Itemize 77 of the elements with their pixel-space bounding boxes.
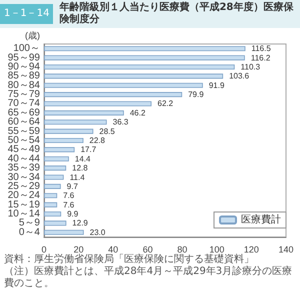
y-tick-label: 100～: [13, 43, 40, 54]
data-label: 12.8: [72, 164, 88, 173]
x-tick-label: 60: [142, 244, 153, 254]
y-tick-label: 80～84: [8, 80, 40, 91]
y-tick-label: 70～74: [8, 98, 40, 110]
bar: [44, 220, 66, 226]
y-tick-label: 40～44: [8, 153, 40, 164]
data-label: 116.5: [251, 44, 272, 54]
chart-title: 年齢階級別１人当たり医療費（平成28年度）医療保険制度分: [58, 2, 294, 26]
data-label: 23.0: [90, 228, 106, 237]
data-label: 103.6: [229, 72, 250, 81]
data-label: 36.3: [112, 118, 129, 127]
x-tick-label: 40: [108, 244, 118, 254]
y-tick-label: 20～24: [8, 190, 40, 202]
data-label: 28.5: [99, 126, 116, 136]
y-tick-label: 5～9: [18, 218, 40, 229]
data-label: 110.3: [240, 62, 261, 72]
data-label: 11.4: [70, 172, 86, 182]
y-tick-label: 25～29: [8, 180, 40, 192]
x-tick-label: 100: [209, 244, 224, 254]
y-tick-label: 15～19: [8, 199, 40, 210]
data-label: 62.2: [158, 99, 174, 108]
bar: [44, 82, 203, 88]
bar: [44, 174, 64, 180]
y-tick-label: 50～54: [8, 135, 40, 146]
data-label: 116.2: [250, 53, 271, 62]
data-label: 17.7: [80, 145, 97, 154]
bar: [44, 230, 84, 235]
x-tick-label: 120: [244, 244, 259, 254]
bar: [44, 138, 84, 144]
y-tick-label: 75～79: [8, 89, 40, 100]
text: 資料：厚生労働省保険局「医療保険に関する基礎資料」: [4, 254, 255, 266]
bar: [44, 211, 62, 217]
bar: [44, 55, 245, 60]
data-label: 12.9: [72, 218, 88, 228]
bar: [44, 110, 124, 116]
bar: [44, 101, 152, 106]
y-tick-label: 90～94: [8, 61, 40, 72]
y-tick-label: 85～89: [8, 70, 40, 82]
bar: [44, 184, 61, 189]
y-tick-label: 95～99: [8, 52, 40, 64]
text: 1－1－14: [0, 4, 54, 24]
data-label: 91.9: [208, 80, 225, 90]
data-label: 7.6: [63, 191, 75, 200]
x-tick-label: 20: [74, 244, 84, 254]
bar: [44, 147, 75, 152]
y-tick-label: 10～14: [8, 208, 40, 220]
y-tick-label: 65～69: [8, 107, 40, 118]
bar: [44, 166, 66, 171]
data-label: 7.6: [63, 200, 75, 210]
y-tick-label: 0～4: [18, 226, 40, 238]
x-tick-label: 80: [177, 244, 188, 254]
data-label: 46.2: [130, 108, 146, 118]
data-label: 9.9: [67, 210, 79, 219]
data-label: 14.4: [74, 154, 92, 164]
data-label: 9.7: [66, 182, 78, 191]
text: （注）医療費計とは、平成28年4月～平成29年3月診療分の医療費のこと。: [4, 266, 294, 290]
bar: [44, 74, 224, 79]
x-tick-label: 140: [278, 244, 294, 254]
y-axis-title: (歳): [25, 30, 40, 40]
bar: [44, 120, 107, 125]
bar: [44, 92, 182, 98]
y-tick-label: 60～64: [8, 116, 40, 128]
bar: [44, 193, 58, 198]
y-tick-label: 55～59: [8, 126, 40, 137]
data-label: 22.8: [89, 136, 106, 145]
x-tick-label: 0: [41, 244, 47, 254]
y-tick-label: 35～39: [8, 162, 40, 174]
bar: [44, 64, 235, 70]
bar: [44, 46, 246, 52]
bar: [44, 202, 58, 208]
y-tick-label: 30～34: [8, 172, 40, 183]
data-label: 79.9: [188, 90, 204, 100]
bar: [44, 128, 94, 134]
bar: [44, 156, 69, 162]
legend-label: 医療費計: [241, 214, 281, 226]
y-tick-label: 45～49: [8, 144, 40, 156]
